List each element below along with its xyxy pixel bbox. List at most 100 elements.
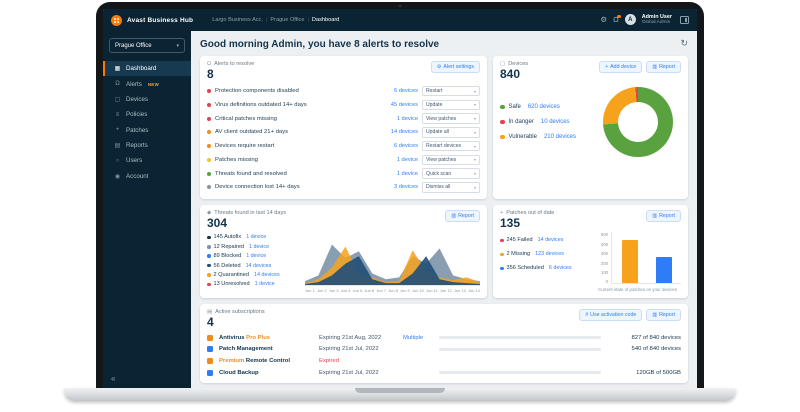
alert-action-select[interactable]: Quick scan ▾ bbox=[422, 168, 480, 179]
patches-report-button[interactable]: ▥ Report bbox=[646, 210, 681, 223]
sidebar-item-reports[interactable]: ▤ Reports bbox=[103, 138, 191, 153]
legend-devices-link[interactable]: 10 devices bbox=[540, 119, 570, 126]
product-icon bbox=[207, 369, 213, 376]
alert-action-select[interactable]: Dismiss all ▾ bbox=[422, 182, 480, 193]
threats-area-chart bbox=[305, 244, 480, 287]
patches-legend: 245 Failed 14 devices 2 Missing 123 device… bbox=[500, 232, 586, 292]
breadcrumb-item[interactable]: Largo Business Acc. bbox=[212, 17, 263, 23]
use-activation-code-button[interactable]: # Use activation code bbox=[579, 308, 643, 321]
expiry-date: Expiring 21st Jul, 2022 bbox=[319, 369, 379, 376]
threats-report-button[interactable]: ▥ Report bbox=[445, 210, 480, 223]
legend-dot bbox=[207, 245, 211, 249]
topbar-actions: ⚙ Ω A Admin User Global Admin bbox=[600, 14, 689, 26]
legend-devices-link[interactable]: 1 device bbox=[246, 253, 267, 260]
alert-label: Virus definitions outdated 14+ days bbox=[215, 101, 307, 108]
legend-dot bbox=[207, 235, 211, 240]
legend-devices-link[interactable]: 210 devices bbox=[543, 134, 576, 141]
alert-devices-link[interactable]: 1 device bbox=[396, 156, 418, 163]
page-title: Good morning Admin, you have 8 alerts to… bbox=[200, 39, 440, 50]
legend-devices-link[interactable]: 14 devices bbox=[537, 237, 564, 244]
gear-icon[interactable]: ⚙ bbox=[600, 15, 608, 25]
x-tick-label: Jun 14 bbox=[467, 287, 480, 293]
x-tick-label: Jun 13 bbox=[453, 287, 466, 293]
notification-bell-icon[interactable]: Ω bbox=[613, 14, 621, 25]
legend-item: Safe 620 devices bbox=[500, 104, 603, 110]
sidebar-item-label: Alerts bbox=[126, 80, 142, 88]
subscription-progress-track bbox=[439, 371, 601, 375]
chevron-down-icon: ▾ bbox=[176, 42, 179, 49]
sidebar-item-account[interactable]: ◉ Account bbox=[103, 169, 191, 184]
alert-devices-link[interactable]: 6 devices bbox=[393, 88, 418, 95]
avatar[interactable]: A bbox=[624, 14, 636, 26]
legend-devices-link[interactable]: 6 devices bbox=[548, 265, 572, 272]
alerts-count: 8 bbox=[207, 67, 214, 81]
multiple-link[interactable]: Multiple bbox=[403, 334, 424, 341]
threats-x-labels: Jun 1 Jun 2 Jun 3 Jun 4 Jun 5 Jun 6 Jun 7 Jun 8… bbox=[305, 288, 480, 293]
list-icon: ≡ bbox=[115, 111, 120, 118]
patches-count: 135 bbox=[500, 216, 521, 231]
report-icon: ▥ bbox=[652, 311, 658, 318]
sidebar-item-users[interactable]: ○ Users bbox=[103, 153, 191, 168]
x-tick-label: Jun 12 bbox=[439, 287, 452, 293]
alert-devices-link[interactable]: 1 device bbox=[396, 170, 418, 177]
alert-settings-button[interactable]: ⚙ Alert settings bbox=[430, 61, 480, 73]
alert-devices-link[interactable]: 1 device bbox=[396, 115, 418, 122]
y-tick-label: 400 bbox=[601, 241, 608, 247]
legend-devices-link[interactable]: 620 devices bbox=[527, 104, 560, 111]
severity-dot bbox=[207, 144, 211, 149]
card-title: Threats found in last 14 days bbox=[214, 210, 287, 217]
sidebar-item-devices[interactable]: ▢ Devices bbox=[103, 92, 191, 107]
product-icon bbox=[207, 346, 213, 353]
card-title: Patches out of date bbox=[506, 210, 555, 217]
add-device-button[interactable]: + Add device bbox=[599, 61, 643, 73]
legend-devices-link[interactable]: 1 device bbox=[254, 281, 275, 288]
breadcrumb-item[interactable]: Prague Office bbox=[270, 17, 305, 23]
user-info[interactable]: Admin User Global Admin bbox=[642, 14, 672, 26]
alert-label: AV client outdated 21+ days bbox=[215, 129, 289, 136]
alert-action-select[interactable]: Update all ▾ bbox=[422, 127, 480, 138]
subscription-row: Cloud Backup Expiring 21st Jul, 2022 120… bbox=[207, 367, 681, 379]
severity-dot bbox=[207, 89, 211, 94]
sidebar-item-dashboard[interactable]: ▦ Dashboard bbox=[103, 61, 191, 77]
alert-action-select[interactable]: View patches ▾ bbox=[422, 154, 480, 165]
threats-legend: 145 Autofix 1 device 12 Repaired 1 device … bbox=[207, 232, 297, 293]
legend-devices-link[interactable]: 14 devices bbox=[253, 271, 280, 278]
sidebar-item-patches[interactable]: + Patches bbox=[103, 123, 191, 138]
alert-action-select[interactable]: View patches ▾ bbox=[422, 113, 480, 124]
product-name: Cloud Backup bbox=[219, 369, 259, 376]
alert-action-select[interactable]: Update ▾ bbox=[422, 99, 480, 110]
legend-devices-link[interactable]: 14 devices bbox=[245, 262, 272, 269]
legend-label: 145 Autofix bbox=[213, 234, 242, 241]
sidebar-collapse-icon[interactable]: « bbox=[111, 374, 116, 383]
devices-report-button[interactable]: ▥ Report bbox=[646, 61, 681, 73]
subscription-progress-track bbox=[439, 347, 601, 351]
alert-action-select[interactable]: Restart devices ▾ bbox=[422, 140, 480, 152]
alert-devices-link[interactable]: 6 devices bbox=[393, 143, 418, 150]
user-role: Global Admin bbox=[641, 20, 671, 26]
legend-item: 2 Quarantined 14 devices bbox=[207, 272, 297, 278]
laptop-base-notch bbox=[355, 388, 445, 393]
patches-card: + Patches out of date 135 ▥ Report bbox=[493, 205, 688, 298]
alert-action-select[interactable]: Restart ▾ bbox=[422, 85, 480, 97]
patch-bar bbox=[621, 239, 638, 284]
patches-chart-caption: Current state of patches on your devices bbox=[598, 286, 677, 292]
key-icon: # bbox=[585, 311, 589, 318]
subscriptions-report-button[interactable]: ▥ Report bbox=[646, 308, 681, 321]
dashboard-icon: ▦ bbox=[114, 66, 121, 73]
legend-devices-link[interactable]: 1 device bbox=[248, 243, 270, 250]
refresh-icon[interactable]: ↻ bbox=[680, 38, 688, 48]
legend-devices-link[interactable]: 1 device bbox=[246, 234, 267, 241]
side-panel-toggle-icon[interactable] bbox=[680, 15, 689, 24]
legend-devices-link[interactable]: 123 devices bbox=[535, 251, 564, 258]
patch-icon: + bbox=[115, 127, 120, 134]
chevron-down-icon: ▾ bbox=[473, 171, 476, 177]
alert-devices-link[interactable]: 45 devices bbox=[390, 101, 418, 108]
organization-selector[interactable]: Prague Office ▾ bbox=[109, 38, 185, 53]
alert-devices-link[interactable]: 3 devices bbox=[393, 184, 418, 191]
legend-dot bbox=[500, 134, 505, 140]
alert-devices-link[interactable]: 14 devices bbox=[390, 129, 418, 136]
sidebar-item-policies[interactable]: ≡ Policies bbox=[103, 107, 191, 122]
avast-logo-icon[interactable] bbox=[111, 14, 122, 26]
sidebar-item-alerts[interactable]: Ω Alerts NEW bbox=[103, 76, 191, 91]
